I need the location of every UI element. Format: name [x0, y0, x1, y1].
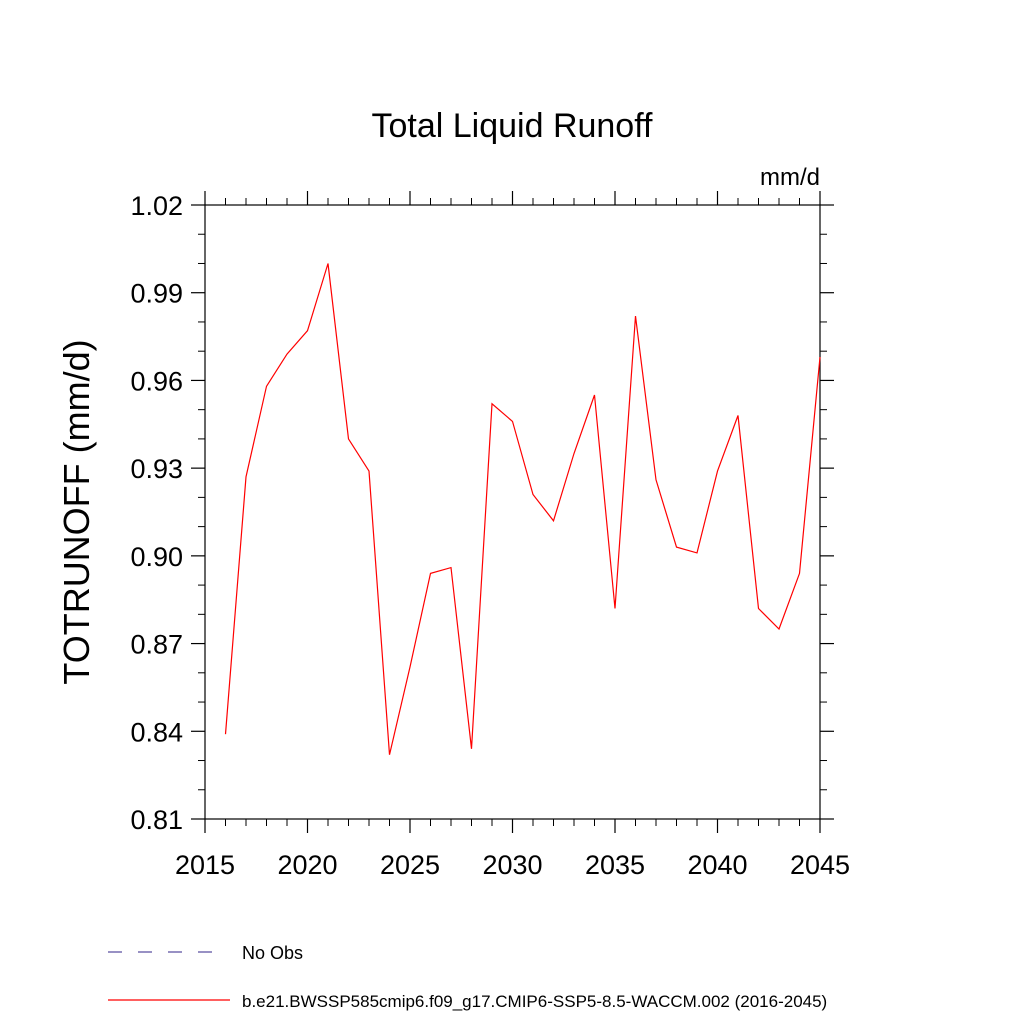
chart-title: Total Liquid Runoff	[371, 107, 653, 145]
x-tick-labels: 2015 2020 2025 2030 2035 2040 2045	[175, 850, 850, 880]
y-tick-label: 0.87	[130, 630, 183, 660]
y-tick-label: 0.96	[130, 366, 183, 396]
x-tick-label: 2025	[380, 850, 440, 880]
plot-frame	[204, 204, 821, 820]
x-tick-label: 2040	[687, 850, 747, 880]
x-tick-label: 2020	[277, 850, 337, 880]
series-layer	[224, 263, 821, 755]
y-tick-label: 1.02	[130, 191, 183, 221]
x-tick-label: 2045	[790, 850, 850, 880]
y-tick-label: 0.90	[130, 542, 183, 572]
y-tick-labels: 0.81 0.84 0.87 0.90 0.93 0.96 0.99 1.02	[130, 191, 183, 835]
units-label: mm/d	[760, 164, 820, 191]
x-tick-label: 2035	[585, 850, 645, 880]
x-tick-label: 2015	[175, 850, 235, 880]
axis-ticks	[191, 191, 834, 833]
y-tick-label: 0.81	[130, 805, 183, 835]
legend: No Obs b.e21.BWSSP585cmip6.f09_g17.CMIP6…	[108, 943, 827, 1011]
y-tick-label: 0.93	[130, 454, 183, 484]
plot-border	[204, 204, 821, 820]
y-tick-label: 0.84	[130, 717, 183, 747]
legend-label-no-obs: No Obs	[242, 943, 303, 963]
x-tick-label: 2030	[482, 850, 542, 880]
y-tick-label: 0.99	[130, 279, 183, 309]
legend-label-model-run: b.e21.BWSSP585cmip6.f09_g17.CMIP6-SSP5-8…	[242, 992, 827, 1011]
y-axis-label: TOTRUNOFF (mm/d)	[56, 339, 97, 684]
series-line	[224, 263, 821, 755]
